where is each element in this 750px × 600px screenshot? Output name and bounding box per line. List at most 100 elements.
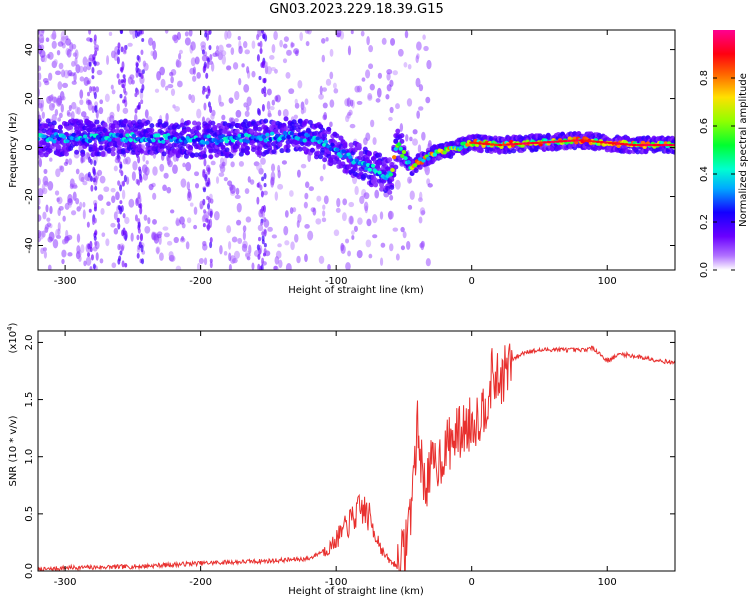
ridge-core-cell	[477, 142, 483, 145]
noise-cell	[116, 217, 120, 223]
noise-cell	[203, 209, 207, 214]
band-cell	[57, 124, 63, 130]
band-cell	[228, 153, 234, 159]
ridge-core-cell	[497, 143, 503, 147]
noise-cell	[322, 102, 328, 109]
ridge-cell	[396, 142, 402, 147]
ridge-core-cell	[517, 142, 523, 145]
noise-cell	[397, 48, 404, 57]
noise-cell	[124, 216, 130, 225]
noise-cell	[93, 217, 97, 224]
noise-cell	[122, 213, 126, 219]
ridge-cell	[367, 167, 372, 172]
noise-cell	[202, 65, 206, 74]
noise-cell	[226, 225, 232, 234]
band-cell	[488, 146, 494, 152]
band-cell	[387, 157, 393, 163]
noise-cell	[47, 264, 52, 270]
ridge-cell	[481, 143, 486, 148]
noise-cell	[256, 182, 260, 188]
top-x-tick-label: -300	[54, 276, 77, 287]
noise-cell	[277, 164, 281, 173]
noise-cell	[130, 232, 134, 242]
noise-cell	[389, 194, 394, 201]
band-cell	[187, 145, 193, 151]
noise-cell	[386, 69, 393, 75]
ridge-cell	[335, 147, 340, 152]
ridge-cell	[265, 132, 270, 137]
noise-cell	[241, 63, 245, 68]
ridge-core-cell	[481, 142, 487, 145]
noise-cell	[215, 176, 220, 184]
noise-cell	[234, 194, 241, 199]
ridge-cell	[38, 137, 41, 142]
noise-cell	[144, 109, 149, 119]
noise-cell	[91, 66, 95, 74]
noise-cell	[162, 184, 167, 192]
bottom-y-axis-label: SNR (10 * v/v)	[8, 415, 19, 486]
noise-cell	[134, 114, 138, 123]
band-cell	[352, 166, 358, 172]
ridge-cell	[315, 136, 320, 141]
noise-cell	[305, 40, 310, 47]
noise-cell	[294, 233, 299, 243]
noise-cell	[409, 136, 413, 142]
noise-cell	[166, 186, 172, 194]
noise-cell	[256, 54, 260, 62]
ridge-core-cell	[631, 143, 637, 147]
noise-cell	[333, 88, 339, 94]
colorbar-gradient	[713, 30, 735, 270]
noise-cell	[90, 254, 94, 261]
noise-cell	[394, 179, 401, 190]
noise-cell	[228, 117, 233, 123]
noise-cell	[409, 190, 415, 201]
band-cell	[157, 118, 163, 124]
noise-cell	[141, 37, 145, 42]
noise-cell	[263, 182, 267, 188]
ridge-cell	[426, 156, 431, 161]
band-cell	[192, 120, 198, 126]
noise-cell	[379, 257, 384, 266]
noise-cell	[167, 160, 173, 168]
noise-cell	[412, 129, 418, 135]
noise-cell	[38, 205, 41, 210]
noise-cell	[147, 217, 151, 225]
band-cell	[285, 143, 291, 149]
noise-cell	[245, 216, 252, 223]
noise-cell	[135, 65, 139, 73]
noise-cell	[91, 75, 95, 80]
ridge-cell	[348, 155, 353, 160]
noise-cell	[226, 30, 232, 39]
band-cell	[196, 132, 202, 138]
noise-cell	[297, 79, 303, 89]
band-cell	[43, 123, 49, 129]
band-cell	[478, 147, 484, 153]
noise-cell	[347, 250, 351, 257]
noise-cell	[38, 187, 44, 198]
ridge-core-cell	[619, 142, 625, 146]
noise-cell	[167, 83, 174, 89]
noise-cell	[266, 66, 273, 75]
bottom-y-tick-label: 1.5	[24, 392, 35, 408]
noise-cell	[257, 42, 261, 47]
noise-cell	[85, 256, 92, 266]
noise-cell	[117, 222, 121, 230]
noise-cell	[194, 182, 200, 189]
ridge-core-cell	[672, 143, 675, 147]
noise-cell	[365, 239, 372, 248]
ridge-core-cell	[635, 143, 641, 147]
noise-cell	[202, 170, 206, 178]
noise-cell	[246, 105, 250, 112]
noise-cell	[389, 243, 394, 252]
noise-cell	[244, 49, 250, 55]
ridge-cell	[323, 139, 329, 144]
noise-cell	[61, 258, 65, 265]
noise-cell	[92, 166, 96, 175]
noise-cell	[119, 250, 123, 256]
ridge-cell	[370, 163, 376, 168]
noise-cell	[266, 100, 271, 111]
noise-cell	[325, 78, 332, 86]
ridge-core-cell	[485, 142, 491, 146]
noise-cell	[67, 69, 73, 77]
top-plot-frame	[37, 29, 676, 271]
